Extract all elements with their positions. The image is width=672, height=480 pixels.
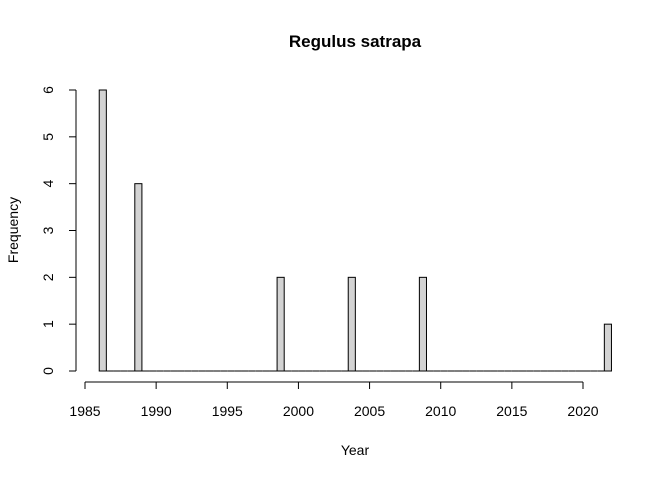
x-tick-label: 2020 (567, 403, 598, 419)
x-tick-label: 1990 (141, 403, 172, 419)
histogram-bar (603, 323, 612, 372)
x-tick-label: 2010 (425, 403, 456, 419)
x-axis-label: Year (341, 442, 370, 458)
y-tick-label: 1 (40, 320, 56, 328)
y-axis-label: Frequency (5, 197, 21, 263)
histogram-bar (347, 276, 356, 372)
histogram-bar (418, 276, 427, 372)
y-tick-label: 4 (40, 180, 56, 188)
histogram-bar (98, 89, 107, 372)
y-tick-label: 3 (40, 226, 56, 234)
y-tick-label: 2 (40, 273, 56, 281)
x-axis: 1985 1990 1995 2000 2005 2010 2015 2020 (69, 381, 599, 419)
y-axis: 0 1 2 3 4 5 6 (40, 86, 77, 375)
histogram-bar (276, 276, 285, 372)
x-tick-label: 1985 (69, 403, 100, 419)
bars-group (98, 89, 612, 372)
y-tick-label: 5 (40, 133, 56, 141)
y-tick-label: 0 (40, 367, 56, 375)
x-tick-label: 1995 (212, 403, 243, 419)
histogram-bar (134, 183, 143, 372)
x-tick-label: 2015 (496, 403, 527, 419)
y-tick-label: 6 (40, 86, 56, 94)
x-tick-label: 2005 (354, 403, 385, 419)
chart-title: Regulus satrapa (289, 32, 422, 51)
x-tick-label: 2000 (283, 403, 314, 419)
